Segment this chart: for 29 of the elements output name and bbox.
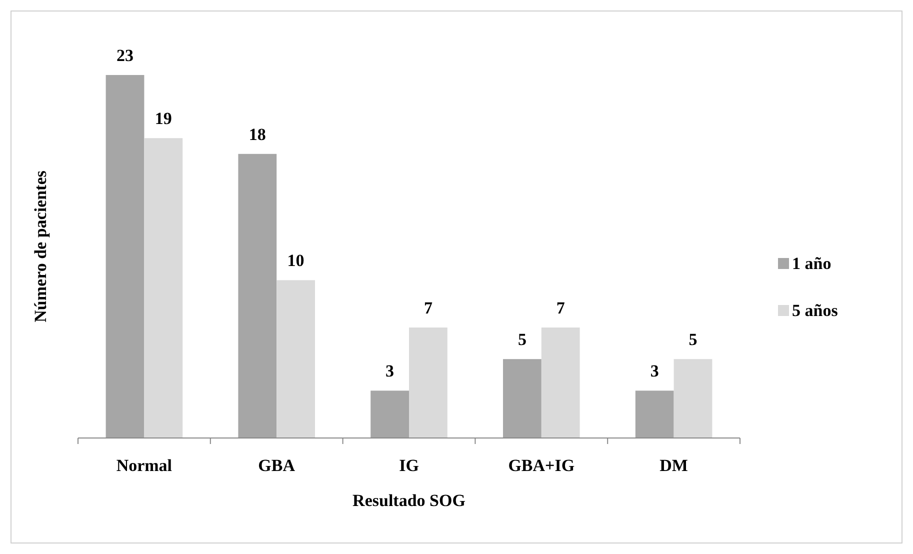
data-label: 18 (248, 124, 266, 144)
bar (106, 75, 144, 438)
x-tick-label: IG (399, 456, 419, 475)
x-tick-label: GBA+IG (508, 456, 575, 475)
data-label: 7 (424, 298, 433, 318)
bar (276, 280, 315, 438)
legend-label: 1 año (792, 254, 832, 273)
data-label: 23 (116, 46, 134, 65)
bar (503, 359, 542, 438)
data-label: 3 (650, 362, 659, 381)
y-axis-title: Número de pacientes (31, 170, 50, 322)
bar (541, 328, 580, 438)
bar (144, 138, 183, 438)
legend-label: 5 años (792, 301, 838, 320)
x-tick-label: Normal (116, 456, 172, 475)
bar (674, 359, 712, 438)
data-label: 3 (386, 362, 394, 381)
bar (409, 328, 448, 438)
data-label: 19 (154, 109, 172, 128)
bar (635, 390, 674, 438)
data-label: 5 (518, 330, 526, 350)
bar (370, 390, 409, 438)
data-label: 5 (688, 330, 698, 350)
x-tick-label: GBA (258, 456, 296, 475)
x-axis-title: Resultado SOG (352, 491, 466, 510)
data-label: 7 (556, 298, 566, 318)
data-label: 10 (287, 251, 304, 270)
bar (238, 154, 277, 438)
x-tick-label: DM (660, 456, 688, 475)
